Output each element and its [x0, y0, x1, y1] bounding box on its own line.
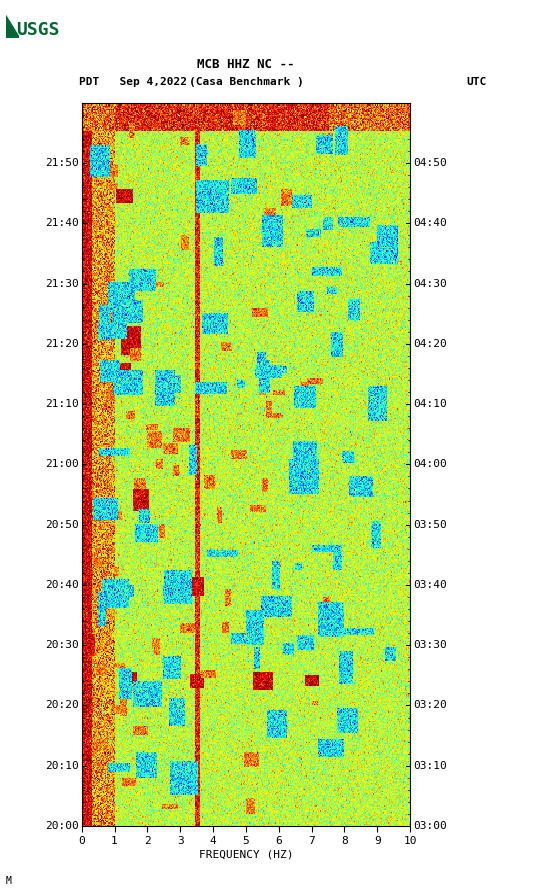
Text: USGS: USGS: [17, 21, 60, 39]
Text: 04:00: 04:00: [413, 459, 447, 470]
X-axis label: FREQUENCY (HZ): FREQUENCY (HZ): [199, 849, 293, 859]
Text: PDT   Sep 4,2022: PDT Sep 4,2022: [79, 77, 187, 87]
Text: 03:40: 03:40: [413, 580, 447, 590]
Text: 21:40: 21:40: [45, 218, 78, 229]
Text: 21:30: 21:30: [45, 279, 78, 288]
Text: 03:20: 03:20: [413, 700, 447, 711]
Text: UTC: UTC: [466, 77, 486, 87]
Text: 04:40: 04:40: [413, 218, 447, 229]
Text: 04:10: 04:10: [413, 399, 447, 409]
Text: 20:20: 20:20: [45, 700, 78, 711]
Text: 03:10: 03:10: [413, 761, 447, 771]
Text: 21:00: 21:00: [45, 459, 78, 470]
Text: 20:50: 20:50: [45, 520, 78, 530]
Text: (Casa Benchmark ): (Casa Benchmark ): [189, 77, 303, 87]
Text: 04:30: 04:30: [413, 279, 447, 288]
Text: 21:10: 21:10: [45, 399, 78, 409]
Text: 03:30: 03:30: [413, 640, 447, 650]
Text: 04:20: 04:20: [413, 338, 447, 349]
Text: 04:50: 04:50: [413, 158, 447, 168]
Text: 20:40: 20:40: [45, 580, 78, 590]
Polygon shape: [6, 15, 19, 38]
Text: MCB HHZ NC --: MCB HHZ NC --: [197, 58, 295, 71]
Text: 20:00: 20:00: [45, 821, 78, 831]
Text: 20:30: 20:30: [45, 640, 78, 650]
Text: 21:20: 21:20: [45, 338, 78, 349]
Text: 03:00: 03:00: [413, 821, 447, 831]
Text: 21:50: 21:50: [45, 158, 78, 168]
Text: 20:10: 20:10: [45, 761, 78, 771]
Text: M: M: [6, 876, 12, 886]
Text: 03:50: 03:50: [413, 520, 447, 530]
